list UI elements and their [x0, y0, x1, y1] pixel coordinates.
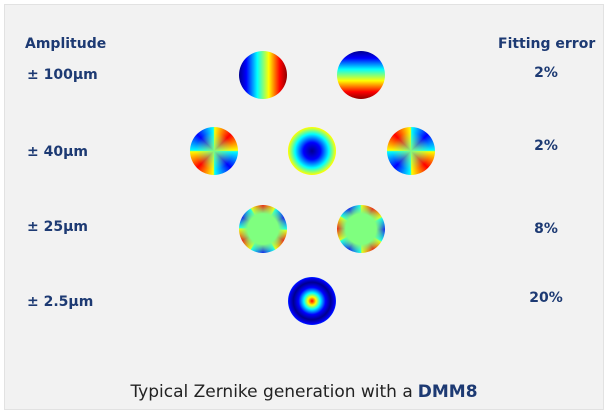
zernike-map: [190, 127, 238, 175]
fitting-error: 2%: [534, 65, 558, 81]
amplitude: ± 25µm: [27, 219, 88, 235]
fitting-error-header: Fitting error: [498, 36, 596, 52]
amplitude: ± 40µm: [27, 144, 88, 160]
zernike-map: [337, 51, 385, 99]
zernike-map: [387, 127, 435, 175]
fitting-error: 8%: [534, 221, 558, 237]
amplitude-header: Amplitude: [25, 36, 107, 52]
panel: Amplitude Fitting error ± 100µm ± 40µm ±…: [4, 4, 604, 410]
amplitude: ± 2.5µm: [27, 294, 94, 310]
zernike-map: [239, 205, 287, 253]
fitting-error: 20%: [529, 290, 563, 306]
zernike-map: [288, 277, 336, 325]
caption: Typical Zernike generation with a DMM8: [5, 382, 603, 402]
zernike-map: [288, 127, 336, 175]
fitting-error: 2%: [534, 138, 558, 154]
caption-text: Typical Zernike generation with a: [130, 382, 413, 402]
amplitude: ± 100µm: [27, 67, 98, 83]
zernike-map: [337, 205, 385, 253]
zernike-map: [239, 51, 287, 99]
caption-highlight: DMM8: [417, 382, 478, 402]
